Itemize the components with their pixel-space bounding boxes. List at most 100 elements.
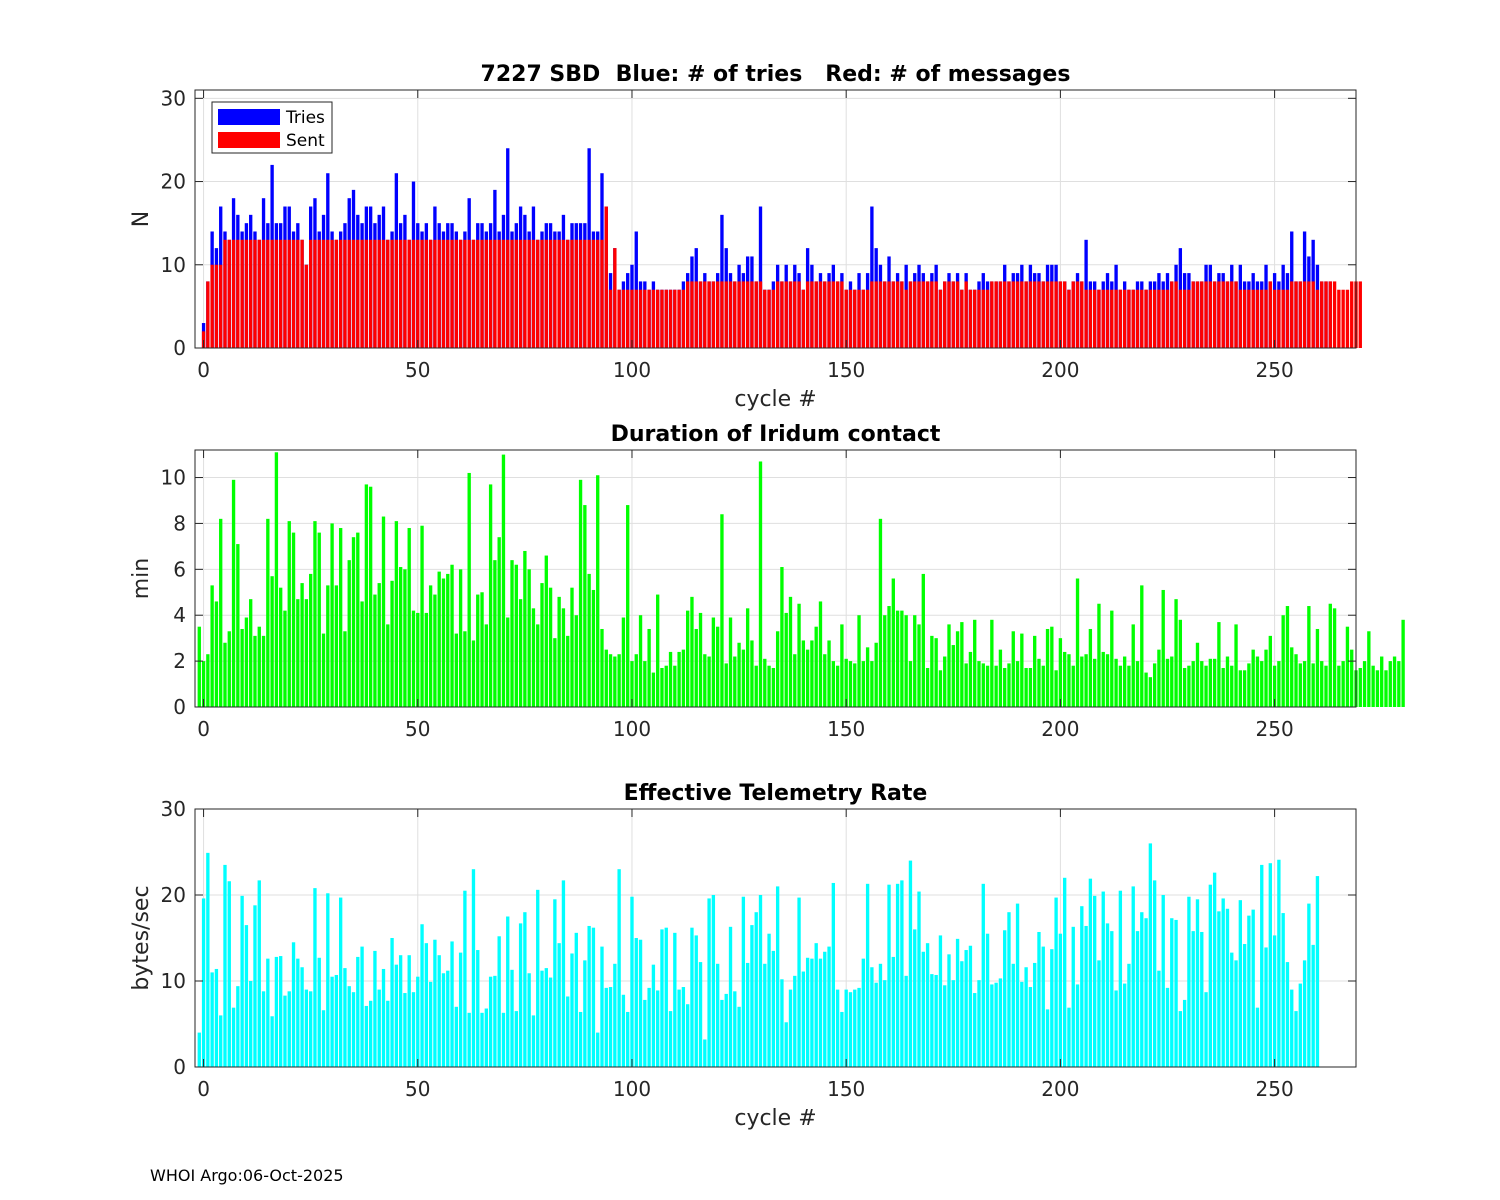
bar — [1247, 915, 1251, 1067]
bar — [1131, 289, 1135, 348]
bar — [257, 239, 261, 348]
bar — [1277, 859, 1281, 1067]
bar — [741, 896, 746, 1067]
bar — [1337, 289, 1341, 348]
bar — [1135, 661, 1140, 707]
bar — [227, 239, 231, 348]
bar — [775, 281, 780, 348]
bar — [501, 454, 506, 707]
bar — [338, 897, 343, 1067]
y-tick-label: 0 — [173, 1055, 186, 1079]
bar — [883, 615, 887, 707]
bar — [844, 658, 848, 707]
bar — [831, 281, 836, 348]
bar — [403, 993, 407, 1067]
bar — [458, 239, 463, 348]
bar — [874, 982, 878, 1067]
legend: Tries Sent — [211, 101, 333, 154]
bar — [647, 628, 651, 707]
bar — [870, 281, 874, 348]
bar — [694, 628, 698, 707]
bar — [360, 601, 364, 707]
bar — [454, 239, 459, 348]
bar — [1195, 281, 1200, 348]
bar — [1332, 608, 1337, 707]
bar — [686, 1004, 690, 1067]
bar — [724, 281, 728, 348]
bar — [921, 281, 925, 348]
bar — [253, 635, 257, 707]
bar — [398, 239, 403, 348]
bar — [844, 989, 848, 1067]
bar — [1247, 663, 1251, 707]
bar — [1007, 281, 1011, 348]
x-tick-label: 250 — [1256, 717, 1294, 741]
bar — [865, 883, 870, 1067]
bar — [587, 925, 591, 1067]
bar — [955, 938, 960, 1067]
bar — [351, 537, 356, 707]
bar — [368, 1000, 373, 1067]
bar — [334, 239, 339, 348]
bar — [1084, 654, 1088, 707]
bar — [758, 281, 763, 348]
bar — [223, 864, 227, 1067]
bar — [664, 289, 668, 348]
bar — [1358, 667, 1362, 707]
bar — [270, 576, 274, 707]
bar — [309, 573, 313, 707]
bar — [1195, 642, 1200, 707]
bar — [835, 281, 840, 348]
bar — [1037, 931, 1041, 1067]
bar — [570, 587, 574, 707]
bar — [737, 642, 741, 707]
bar — [1302, 281, 1307, 348]
bar — [411, 992, 416, 1067]
bar — [330, 523, 334, 707]
bar — [240, 239, 244, 348]
bar — [613, 963, 617, 1067]
bar — [257, 880, 261, 1067]
bar — [990, 619, 994, 707]
bar — [857, 289, 861, 348]
bar — [1221, 898, 1225, 1067]
bar — [1118, 665, 1123, 707]
bar — [274, 956, 279, 1067]
bar — [634, 938, 638, 1067]
y-tick-label: 8 — [173, 511, 186, 535]
bar — [973, 619, 977, 707]
bar — [1011, 963, 1015, 1067]
bar — [698, 612, 703, 707]
bar — [634, 654, 638, 707]
bar — [707, 898, 711, 1067]
bar — [1204, 281, 1208, 348]
axes-box — [194, 808, 1357, 1068]
bar — [351, 992, 356, 1067]
bar — [835, 665, 840, 707]
x-tick-label: 150 — [827, 1077, 865, 1101]
bar — [767, 933, 771, 1067]
bar — [960, 289, 964, 348]
bar — [823, 654, 827, 707]
bar — [1182, 999, 1187, 1067]
bar — [827, 946, 831, 1067]
bar — [865, 289, 870, 348]
bar — [1144, 918, 1148, 1067]
bar — [583, 960, 587, 1067]
bar — [471, 869, 476, 1067]
bar — [1127, 963, 1131, 1067]
bar — [1225, 908, 1230, 1067]
bar — [1187, 289, 1191, 348]
x-tick-label: 200 — [1041, 358, 1079, 382]
y-tick-label: 10 — [161, 466, 186, 490]
bar — [219, 1015, 223, 1067]
bar — [947, 624, 951, 707]
bar — [938, 935, 943, 1067]
bar — [938, 289, 943, 348]
bar — [895, 610, 900, 707]
bar — [1272, 289, 1277, 348]
y-tick-label: 30 — [161, 797, 186, 821]
bar — [1285, 606, 1290, 707]
bar — [403, 239, 407, 348]
bar — [321, 633, 326, 707]
